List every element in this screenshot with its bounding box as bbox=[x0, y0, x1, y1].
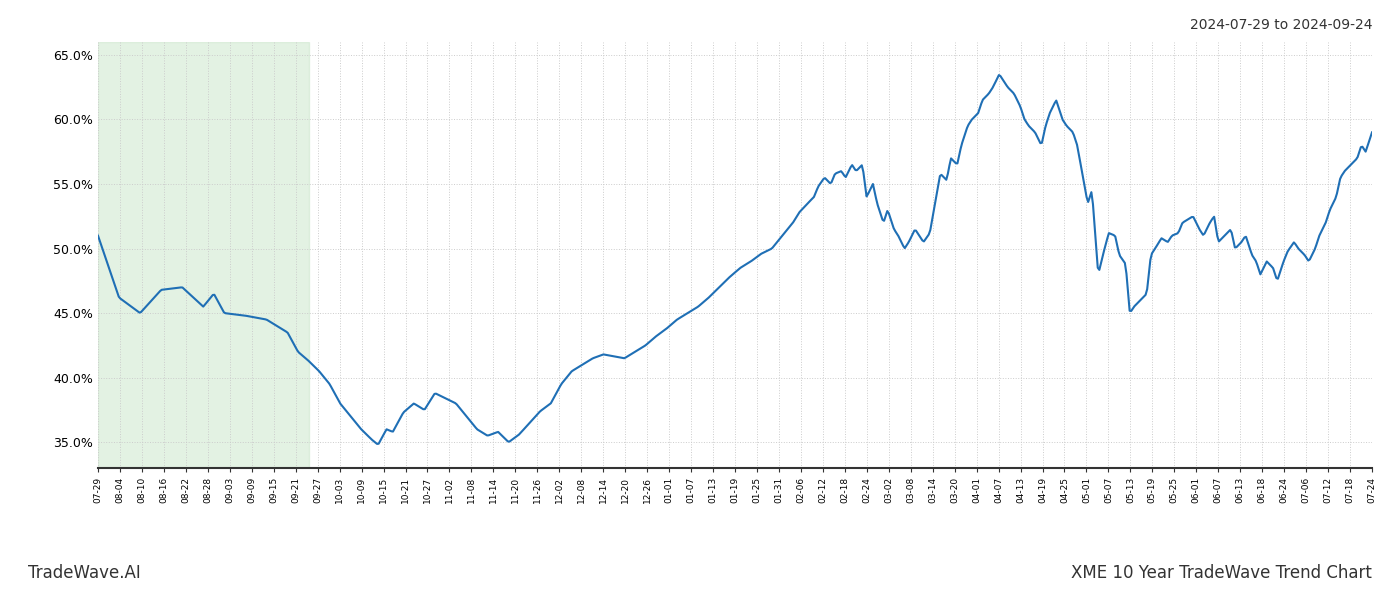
Text: XME 10 Year TradeWave Trend Chart: XME 10 Year TradeWave Trend Chart bbox=[1071, 564, 1372, 582]
Text: 2024-07-29 to 2024-09-24: 2024-07-29 to 2024-09-24 bbox=[1190, 18, 1372, 32]
Text: TradeWave.AI: TradeWave.AI bbox=[28, 564, 141, 582]
Bar bbox=[98, 42, 308, 468]
